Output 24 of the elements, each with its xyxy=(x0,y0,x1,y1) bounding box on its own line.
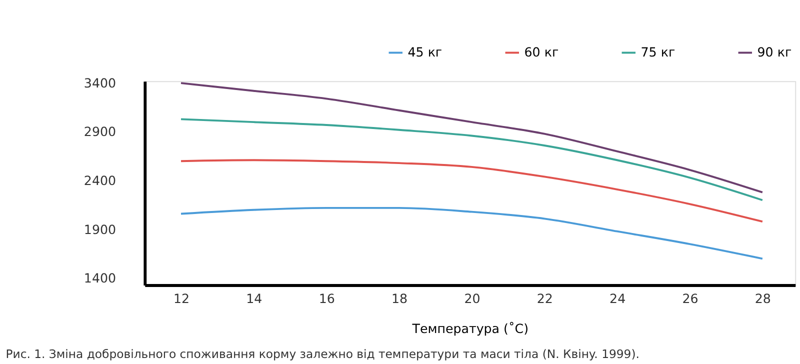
x-tick-label: 12 xyxy=(173,290,190,306)
x-tick-label: 16 xyxy=(318,290,335,306)
x-tick-label: 14 xyxy=(246,290,262,306)
line-series xyxy=(180,159,764,223)
line-series xyxy=(180,118,764,202)
y-tick-label: 1900 xyxy=(84,222,116,237)
line-series xyxy=(180,82,764,194)
x-tick-label: 20 xyxy=(464,290,480,306)
y-tick-label: 2400 xyxy=(84,172,116,188)
x-tick-label: 22 xyxy=(536,290,553,306)
x-axis-title: Температура (˚C) xyxy=(411,321,528,336)
y-tick-label: 3400 xyxy=(84,75,116,90)
x-tick-label: 26 xyxy=(682,290,698,306)
x-tick-label: 18 xyxy=(392,290,408,306)
y-tick-label: 1400 xyxy=(84,270,116,286)
x-tick-label: 28 xyxy=(754,290,771,306)
legend-label: 45 кг xyxy=(408,44,442,60)
x-tick-label: 24 xyxy=(610,290,626,306)
text: Рис. 1. Зміна добровільного споживання корму залежно від температури та маси тіла (N. Квінy. 1999). xyxy=(6,346,640,361)
y-tick-label: 2900 xyxy=(84,124,116,140)
line-series xyxy=(180,206,764,260)
legend-label: 90 кг xyxy=(757,44,792,60)
legend-label: 75 кг xyxy=(640,44,676,60)
legend-label: 60 кг xyxy=(524,44,559,60)
